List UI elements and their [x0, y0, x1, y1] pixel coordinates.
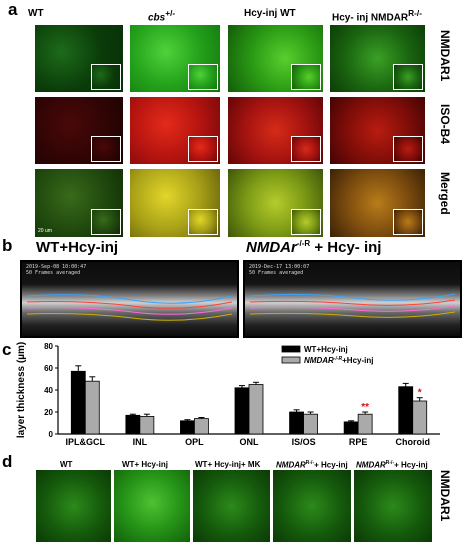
micrograph-hcy-wt-nmdar1	[228, 25, 323, 92]
significance-mark-1: *	[418, 388, 422, 399]
micrograph-cbs-merged	[130, 169, 220, 237]
panel-a-col-cbs: cbs+/-	[148, 8, 176, 24]
oct-scan-right: 2019-Dec-17 13:00:07 50 Frames averaged	[243, 260, 462, 338]
panel-d-label: d	[2, 452, 13, 471]
y-tick-label-1: 20	[44, 408, 53, 417]
category-label-3: ONL	[240, 437, 260, 447]
oct-right-layer-lines	[249, 293, 456, 318]
panel-a-row-merged: Merged	[438, 172, 452, 215]
panel-a-label: a	[8, 0, 18, 19]
panel-c-label: c	[2, 340, 12, 359]
bar-1-6	[412, 400, 428, 435]
legend-swatch-0	[281, 345, 301, 353]
micrograph-wt-nmdar1	[35, 25, 123, 92]
micrograph-d-nmdar-hcy-2	[354, 470, 432, 542]
micrograph-d-wt-hcy-mk	[193, 470, 270, 542]
bar-0-4	[289, 411, 304, 435]
micrograph-hcy-nmdar-isob4	[330, 97, 425, 164]
micrograph-hcy-nmdar-merged	[330, 169, 425, 237]
bar-1-2	[194, 418, 209, 435]
oct-scan-left: 2019-Sep-08 10:00:47 50 Frames averaged	[20, 260, 239, 338]
micrograph-hcy-nmdar-nmdar1	[330, 25, 425, 92]
panel-b-label: b	[2, 236, 13, 255]
panel-a-row-nmdar1: NMDAR1	[438, 30, 452, 82]
scale-bar-label: 20 um	[38, 228, 52, 234]
oct-left-title: WT+Hcy-inj	[36, 239, 119, 256]
micrograph-hcy-wt-merged	[228, 169, 323, 237]
panel-d-col-nmdar-hcy-2: NMDARR-/-+ Hcy-inj	[356, 460, 428, 470]
bar-0-6	[398, 386, 414, 435]
y-tick-label-2: 40	[44, 386, 53, 395]
panel-d-col-wt-hcy-mk: WT+ Hcy-inj+ MK	[195, 460, 261, 469]
bar-1-3	[248, 384, 264, 435]
micrograph-wt-isob4	[35, 97, 123, 164]
panel-d-col-wt-hcy: WT+ Hcy-inj	[122, 460, 169, 469]
legend-label-0: WT+Hcy-inj	[304, 345, 348, 354]
significance-mark-0: **	[361, 402, 369, 413]
micrograph-cbs-isob4	[130, 97, 220, 164]
panel-d-row-nmdar1: NMDAR1	[438, 470, 452, 522]
category-label-4: IS/OS	[292, 437, 316, 447]
category-label-2: OPL	[185, 437, 204, 447]
micrograph-d-nmdar-hcy-1	[273, 470, 351, 542]
bar-0-0	[70, 370, 86, 435]
layer-thickness-chart: 0 20 40 60 80 layer thickness (µm) IPL&GCL INL O…	[16, 342, 440, 447]
micrograph-wt-merged: 20 um	[35, 169, 123, 237]
y-tick-label-3: 60	[44, 364, 53, 373]
bar-1-1	[139, 416, 155, 435]
bar-0-3	[234, 387, 250, 435]
bar-1-0	[84, 380, 100, 435]
panel-d-col-wt: WT	[60, 460, 73, 469]
micrograph-d-wt-hcy	[114, 470, 190, 542]
category-label-6: Choroid	[395, 437, 430, 447]
bar-0-1	[125, 414, 141, 435]
micrograph-cbs-nmdar1	[130, 25, 220, 92]
panel-d-col-nmdar-hcy-1: NMDARR-/-+ Hcy-inj	[276, 460, 348, 470]
oct-right-title: NMDAr-/-R + Hcy- inj	[246, 239, 382, 256]
oct-right-stamp: 2019-Dec-17 13:00:07 50 Frames averaged	[249, 264, 310, 276]
y-tick-label-0: 0	[49, 430, 54, 439]
y-axis-title: layer thickness (µm)	[16, 342, 27, 438]
oct-left-layer-lines	[26, 294, 233, 321]
category-label-0: IPL&GCL	[66, 437, 106, 447]
legend-label-1: NMDAR-/-R+Hcy-inj	[304, 356, 373, 365]
bar-0-5	[343, 421, 359, 435]
oct-left-stamp: 2019-Sep-08 10:00:47 50 Frames averaged	[26, 264, 87, 276]
panel-a-col-wt: WT	[28, 8, 44, 19]
category-label-1: INL	[133, 437, 148, 447]
y-tick-label-4: 80	[44, 342, 53, 351]
bar-1-5	[357, 413, 373, 435]
micrograph-d-wt	[36, 470, 111, 542]
category-label-5: RPE	[349, 437, 368, 447]
bar-1-4	[303, 413, 318, 435]
panel-a-col-hcy-nmdar: Hcy- inj NMDARR-/-	[332, 8, 422, 24]
micrograph-hcy-wt-isob4	[228, 97, 323, 164]
panel-a-row-isob4: ISO-B4	[438, 104, 452, 145]
panel-a-col-hcy-wt: Hcy-inj WT	[244, 8, 296, 19]
bar-0-2	[180, 420, 195, 435]
legend-swatch-1	[281, 356, 301, 364]
